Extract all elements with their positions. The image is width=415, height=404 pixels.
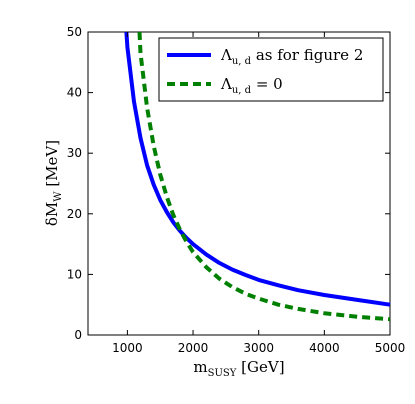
y-tick-label: 40 [67, 86, 82, 100]
y-tick-label: 0 [74, 328, 82, 342]
y-axis-label: δMW [MeV] [43, 140, 64, 226]
x-tick-label: 3000 [243, 341, 274, 355]
y-tick-label: 30 [67, 146, 82, 160]
x-tick-label: 4000 [309, 341, 340, 355]
ticks: 1000 2000 3000 4000 5000 0 10 20 30 40 50 [67, 25, 406, 355]
legend-label-series-1: Λu, d as for figure 2 [220, 46, 363, 67]
y-tick-label: 20 [67, 207, 82, 221]
legend: Λu, d as for figure 2 Λu, d = 0 [158, 37, 384, 102]
x-tick-label: 2000 [178, 341, 209, 355]
series-line-1 [124, 31, 391, 307]
y-tick-label: 50 [67, 25, 82, 39]
legend-box [158, 37, 384, 102]
series-line-2 [137, 31, 391, 322]
x-axis-label: mSUSY [GeV] [193, 358, 284, 379]
x-tick-label: 1000 [112, 341, 143, 355]
y-tick-label: 10 [67, 267, 82, 281]
legend-label-series-2: Λu, d = 0 [220, 75, 283, 96]
curves [124, 31, 391, 322]
x-tick-label: 5000 [375, 341, 406, 355]
